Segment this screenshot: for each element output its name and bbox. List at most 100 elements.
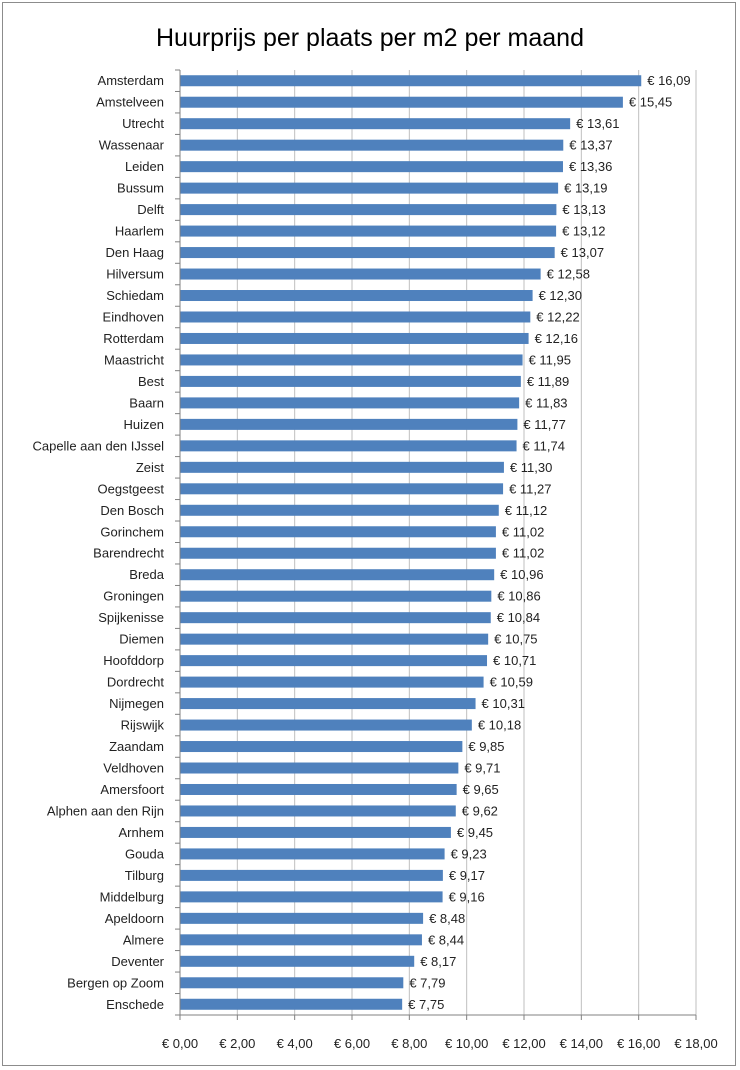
category-label: Nijmegen [109,696,164,711]
data-label: € 9,85 [468,739,504,754]
data-label: € 12,58 [547,267,590,282]
category-label: Diemen [119,632,164,647]
data-label: € 11,02 [502,524,544,539]
bar [180,998,403,1010]
x-tick-label: € 8,00 [391,1036,427,1051]
category-label: Arnhem [118,825,164,840]
category-label: Almere [123,932,164,947]
bar [180,397,520,409]
data-label: € 11,27 [509,481,551,496]
data-label: € 16,09 [647,73,690,88]
bar [180,461,504,473]
x-axis-ticks: € 0,00 € 2,00 € 4,00 € 6,00 € 8,00 € 10,00 € 1… [162,1015,718,1051]
bar [180,934,422,946]
bar [180,225,557,237]
data-label: € 10,86 [497,589,540,604]
data-label: € 11,74 [523,438,565,453]
data-label: € 10,96 [500,567,543,582]
bar [180,741,463,753]
value-labels: € 16,09 € 15,45 € 13,61 € 13,37 € 13,36 € 13,… [408,73,690,1012]
bar [180,418,518,430]
category-label: Barendrecht [93,546,164,561]
data-label: € 10,59 [490,675,533,690]
data-label: € 13,37 [569,138,612,153]
category-label: Amersfoort [100,782,164,797]
chart-title: Huurprijs per plaats per m2 per maand [156,24,584,52]
bar [180,783,457,795]
category-label: Alphen aan den Rijn [47,803,164,818]
data-label: € 10,18 [478,718,521,733]
data-label: € 8,48 [429,911,465,926]
data-label: € 10,31 [482,696,525,711]
data-label: € 12,22 [536,309,579,324]
data-label: € 13,13 [562,202,605,217]
category-labels: Amsterdam Amstelveen Utrecht Wassenaar Leide… [32,73,164,1012]
bar [180,891,443,903]
category-label: Leiden [125,159,164,174]
bar [180,655,488,667]
category-label: Huizen [124,417,164,432]
x-tick-label: € 10,00 [445,1036,488,1051]
axes [175,69,696,1016]
bars [180,75,642,1010]
category-label: Spijkenisse [98,610,164,625]
category-label: Amsterdam [98,73,164,88]
data-label: € 13,36 [569,159,612,174]
bar [180,247,555,259]
bar [180,590,492,602]
x-tick-label: € 0,00 [162,1036,198,1051]
data-label: € 9,45 [457,825,493,840]
bar [180,977,404,989]
data-label: € 10,75 [494,632,537,647]
data-label: € 8,17 [420,954,456,969]
data-label: € 13,12 [562,224,605,239]
bar [180,440,517,452]
data-label: € 9,16 [449,889,485,904]
data-label: € 12,16 [535,331,578,346]
bar [180,311,531,323]
bar [180,848,445,860]
category-label: Amstelveen [96,95,164,110]
bar [180,182,559,194]
category-label: Dordrecht [107,675,164,690]
bar [180,354,523,366]
bar [180,118,571,130]
category-label: Rotterdam [103,331,164,346]
x-tick-label: € 18,00 [674,1036,717,1051]
bar [180,332,529,344]
bar [180,719,472,731]
category-label: Best [138,374,164,389]
data-label: € 9,65 [463,782,499,797]
bar [180,139,564,151]
bar [180,569,495,581]
bar [180,826,451,838]
category-label: Zaandam [109,739,164,754]
bar [180,504,499,516]
bar [180,268,541,280]
bar [180,547,496,559]
category-label: Delft [137,202,164,217]
data-label: € 9,23 [451,846,487,861]
category-label: Zeist [136,460,165,475]
category-label: Hilversum [106,267,164,282]
data-label: € 9,71 [464,761,500,776]
bar [180,955,415,967]
category-label: Bussum [117,181,164,196]
bar [180,612,491,624]
data-label: € 11,89 [527,374,569,389]
category-label: Deventer [111,954,164,969]
data-label: € 7,75 [408,997,444,1012]
bar [180,869,443,881]
category-label: Rijswijk [121,718,165,733]
data-label: € 13,07 [561,245,604,260]
category-label: Wassenaar [99,138,165,153]
x-tick-label: € 4,00 [277,1036,313,1051]
data-label: € 11,30 [510,460,552,475]
category-label: Bergen op Zoom [67,975,164,990]
category-label: Schiedam [106,288,164,303]
category-label: Eindhoven [103,309,164,324]
data-label: € 9,17 [449,868,485,883]
data-label: € 11,83 [525,395,567,410]
bar [180,375,521,387]
data-label: € 7,79 [409,975,445,990]
